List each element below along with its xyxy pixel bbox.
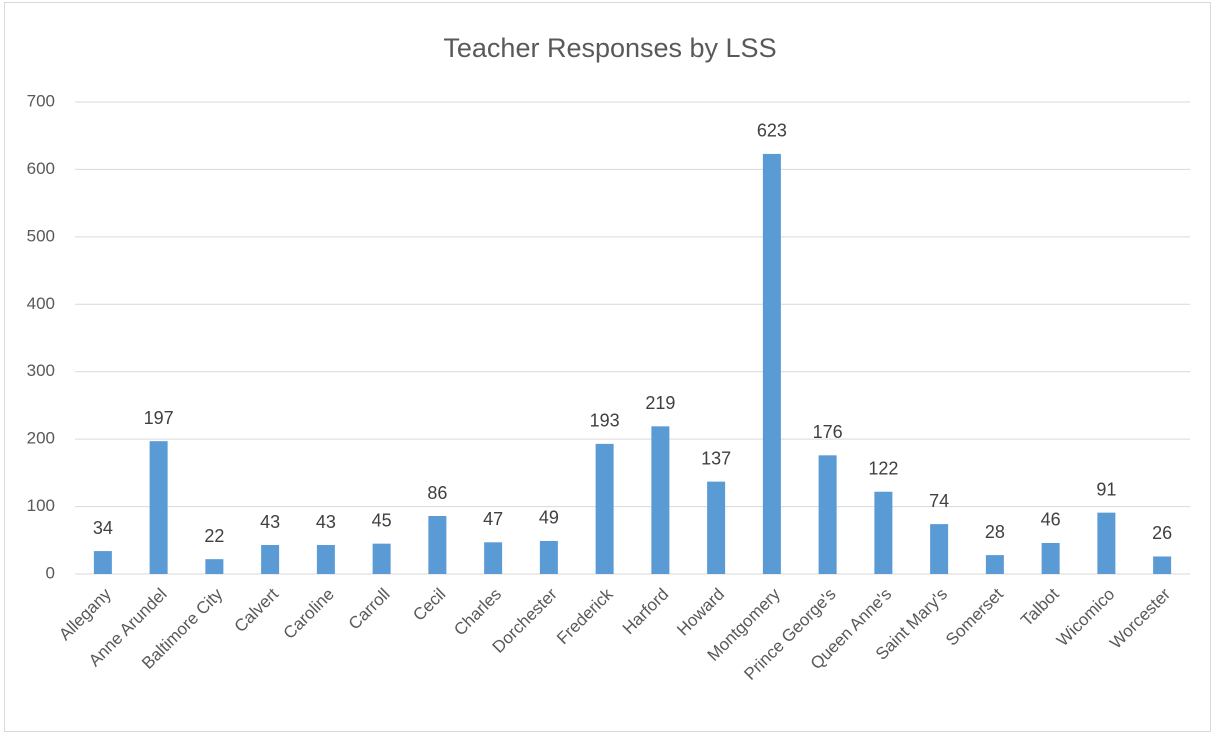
bar bbox=[1153, 556, 1172, 574]
data-label: 122 bbox=[868, 458, 898, 478]
y-tick-label: 600 bbox=[27, 159, 55, 178]
bar bbox=[372, 543, 391, 574]
data-label: 197 bbox=[144, 408, 174, 428]
chart-title: Teacher Responses by LSS bbox=[443, 33, 776, 63]
data-label: 623 bbox=[757, 121, 787, 141]
data-label: 22 bbox=[204, 526, 224, 546]
bar bbox=[539, 540, 558, 574]
chart-frame bbox=[4, 2, 1211, 732]
bar bbox=[316, 545, 335, 574]
y-tick-label: 400 bbox=[27, 294, 55, 313]
y-tick-label: 300 bbox=[27, 361, 55, 380]
bar bbox=[1097, 512, 1116, 574]
bar bbox=[205, 559, 224, 574]
y-tick-label: 100 bbox=[27, 496, 55, 515]
data-label: 43 bbox=[260, 512, 280, 532]
bar bbox=[985, 555, 1004, 574]
bar bbox=[818, 455, 837, 574]
data-label: 219 bbox=[645, 393, 675, 413]
bar bbox=[595, 443, 614, 574]
bar bbox=[261, 545, 280, 574]
bar bbox=[707, 481, 726, 574]
data-label: 47 bbox=[483, 509, 503, 529]
bar bbox=[762, 153, 781, 575]
bar bbox=[874, 491, 893, 574]
bar bbox=[93, 551, 112, 574]
data-label: 28 bbox=[985, 522, 1005, 542]
data-label: 137 bbox=[701, 448, 731, 468]
data-label: 26 bbox=[1152, 523, 1172, 543]
data-label: 91 bbox=[1096, 479, 1116, 499]
data-label: 34 bbox=[93, 518, 113, 538]
bar bbox=[1041, 542, 1060, 574]
bar bbox=[149, 441, 168, 574]
data-label: 46 bbox=[1041, 510, 1061, 530]
data-label: 43 bbox=[316, 512, 336, 532]
y-tick-label: 0 bbox=[46, 563, 55, 582]
data-label: 176 bbox=[813, 422, 843, 442]
bar bbox=[651, 426, 670, 574]
y-tick-label: 700 bbox=[27, 91, 55, 110]
bar bbox=[930, 524, 949, 574]
y-tick-label: 200 bbox=[27, 429, 55, 448]
data-label: 86 bbox=[427, 483, 447, 503]
bar bbox=[428, 516, 447, 574]
data-label: 193 bbox=[590, 411, 620, 431]
data-label: 49 bbox=[539, 508, 559, 528]
bar bbox=[484, 542, 503, 574]
y-tick-label: 500 bbox=[27, 226, 55, 245]
data-label: 74 bbox=[929, 491, 949, 511]
data-label: 45 bbox=[372, 510, 392, 530]
